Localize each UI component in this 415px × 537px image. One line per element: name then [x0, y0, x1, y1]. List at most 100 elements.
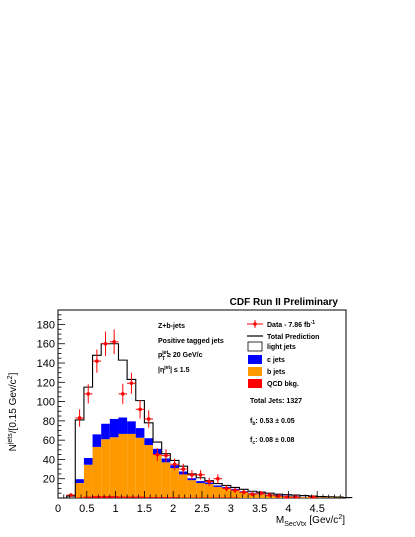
- pt-main: p: [158, 352, 162, 359]
- data-point: [153, 448, 162, 462]
- bar-qcd-bkg: [153, 497, 162, 498]
- bar-b-jets: [299, 497, 309, 498]
- data-point: [101, 331, 110, 356]
- y-axis-title: Njets/[0.15 Gev/c2]: [7, 372, 19, 451]
- legend-qcd-label: QCD bkg.: [267, 381, 299, 388]
- fb-main: f: [250, 418, 253, 425]
- data-point: [170, 458, 179, 470]
- data-point: [204, 477, 214, 486]
- x-tick-label: 3: [228, 503, 234, 515]
- annotation-eta-cut: |ηjet| ≤ 1.5: [158, 365, 190, 374]
- annotation-positive-tagged: Positive tagged jets: [158, 338, 224, 345]
- bar-b-jets: [230, 489, 240, 498]
- bar-qcd-bkg: [135, 496, 145, 498]
- data-point: [230, 487, 240, 493]
- x-tick-label: 2: [170, 503, 176, 515]
- y-tick-label: 80: [43, 416, 55, 428]
- y-axis-title-sup: jets: [7, 433, 14, 445]
- legend: Data - 7.86 fb-1 Total Prediction light …: [247, 320, 319, 446]
- y-axis-title-units: /[0.15 Gev/c: [8, 379, 19, 433]
- legend-qcd: QCD bkg.: [248, 379, 299, 388]
- legend-data-text: Data - 7.86 fb: [267, 322, 311, 329]
- bar-c-jets: [144, 438, 154, 445]
- bar-b-jets: [213, 486, 223, 498]
- x-axis-title-main: M: [276, 515, 284, 526]
- data-point: [109, 329, 119, 355]
- legend-data: Data - 7.86 fb-1: [247, 320, 315, 329]
- total-prediction-line: [66, 343, 353, 499]
- bar-qcd-bkg: [83, 496, 93, 498]
- data-point: [161, 449, 171, 462]
- bar-qcd-bkg: [109, 496, 119, 498]
- legend-c: c jets: [248, 355, 285, 364]
- x-axis-ticks: 0 0.5 1 1.5 2 2.5 3 3.5 4 4.5: [55, 491, 347, 515]
- fb-sub: b: [252, 421, 255, 427]
- bar-qcd-bkg: [118, 496, 128, 498]
- data-point: [66, 493, 76, 497]
- x-tick-label: 4: [285, 503, 291, 515]
- bar-b-jets: [317, 497, 326, 498]
- x-tick-label: 3.5: [252, 503, 267, 515]
- bar-b-jets: [204, 484, 214, 498]
- bar-c-jets: [75, 479, 84, 484]
- y-axis-title-close: ]: [8, 372, 19, 375]
- eta-rest: | ≤ 1.5: [170, 367, 190, 374]
- selection-annotations: Z+b-jets Positive tagged jets pjet T ≥ 20…: [158, 323, 224, 374]
- data-point: [248, 492, 257, 497]
- x-tick-label: 2.5: [194, 503, 209, 515]
- x-axis-title-units: [Gev/c: [309, 515, 338, 526]
- pt-sup: jet: [161, 350, 168, 356]
- total-prediction-path: [66, 343, 353, 499]
- data-point: [222, 485, 231, 492]
- fc-fraction: fc: 0.08 ± 0.08: [250, 437, 294, 446]
- bar-b-jets: [92, 446, 102, 497]
- bar-b-jets: [196, 483, 205, 498]
- bar-qcd-bkg: [161, 497, 171, 498]
- bar-c-jets: [127, 421, 136, 434]
- legend-data-sup: -1: [311, 320, 316, 326]
- annotation-zbjets: Z+b-jets: [158, 323, 185, 330]
- bar-b-jets: [101, 439, 110, 497]
- data-point: [92, 349, 102, 373]
- bar-b-jets: [109, 437, 119, 497]
- bar-qcd-bkg: [144, 497, 154, 498]
- data-point: [196, 470, 205, 480]
- y-tick-label: 20: [43, 474, 55, 486]
- bar-c-jets: [92, 434, 102, 447]
- legend-total: Total Prediction: [247, 334, 319, 341]
- data-point: [274, 494, 283, 498]
- y-tick-label: 100: [37, 397, 55, 409]
- y-axis-title-sup2: 2: [7, 375, 14, 379]
- pt-rest: ≥ 20 GeV/c: [165, 352, 202, 359]
- x-tick-label: 1: [113, 503, 119, 515]
- data-points: [66, 329, 318, 499]
- x-tick-label: 4.5: [310, 503, 325, 515]
- bar-c-jets: [135, 428, 145, 438]
- fc-main: f: [250, 437, 253, 444]
- bar-c-jets: [83, 457, 93, 465]
- x-axis-title-sub: SecVtx: [284, 521, 307, 528]
- fb-fraction: fb: 0.53 ± 0.05: [250, 418, 295, 427]
- y-axis-ticks: 20 40 60 80 100 120 140 160 180: [37, 309, 65, 499]
- data-point: [282, 495, 292, 499]
- bar-b-jets: [83, 464, 93, 497]
- y-tick-label: 180: [37, 319, 55, 331]
- bar-b-jets: [256, 494, 266, 498]
- fc-sub: c: [252, 440, 255, 446]
- legend-light-label: light jets: [267, 344, 296, 351]
- chart-title: CDF Run II Preliminary: [230, 297, 339, 308]
- y-tick-label: 60: [43, 435, 55, 447]
- data-point: [256, 491, 266, 496]
- legend-c-label: c jets: [267, 357, 285, 364]
- data-point: [291, 495, 300, 499]
- total-jets-label: Total Jets: 1327: [250, 398, 302, 405]
- legend-b-label: b jets: [267, 369, 285, 376]
- bar-qcd-bkg: [170, 497, 179, 498]
- data-point: [213, 474, 223, 484]
- bar-qcd-bkg: [92, 496, 102, 498]
- data-point: [127, 372, 136, 394]
- bar-b-jets: [127, 433, 136, 497]
- x-axis-title: MSecVtx [Gev/c2]: [276, 514, 345, 528]
- bar-qcd-bkg: [101, 496, 110, 498]
